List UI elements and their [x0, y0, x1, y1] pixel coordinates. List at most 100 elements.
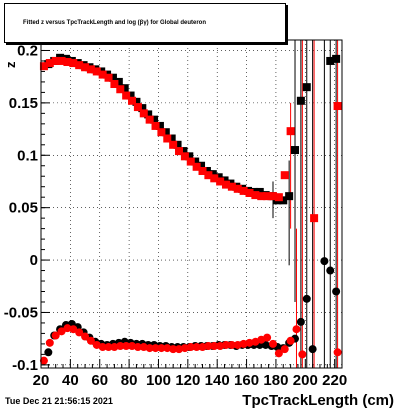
- chart-title-box: Fitted z versus TpcTrackLength and log (…: [4, 3, 286, 43]
- square-marker: [280, 171, 289, 180]
- circle-marker: [333, 348, 342, 357]
- circle-marker: [116, 341, 125, 350]
- x-tick-label: 20: [33, 372, 50, 389]
- square-marker: [51, 56, 60, 65]
- square-marker: [333, 102, 342, 111]
- circle-marker: [122, 341, 131, 350]
- square-marker: [251, 191, 260, 200]
- square-marker: [191, 157, 200, 166]
- square-marker: [268, 192, 277, 201]
- axis-ticks: [40, 49, 343, 368]
- square-marker: [161, 128, 170, 137]
- square-marker: [98, 70, 107, 79]
- circle-marker: [320, 257, 329, 266]
- circle-marker: [274, 349, 283, 358]
- timestamp-footer: Tue Dec 21 21:56:15 2021: [5, 396, 113, 406]
- y-tick-label: 0.05: [9, 200, 38, 217]
- y-tick-label: 0: [30, 252, 38, 269]
- x-tick-label: 80: [121, 372, 138, 389]
- square-marker: [114, 77, 123, 86]
- square-marker: [86, 65, 95, 74]
- square-marker: [144, 110, 153, 119]
- square-marker: [227, 182, 236, 191]
- square-marker: [157, 128, 166, 137]
- circle-marker: [98, 343, 107, 352]
- square-marker: [108, 73, 117, 82]
- x-tick-label: 60: [91, 372, 108, 389]
- circle-marker: [39, 356, 48, 365]
- square-marker: [138, 104, 147, 113]
- circle-marker: [45, 338, 54, 347]
- square-marker: [173, 140, 182, 149]
- square-marker: [145, 115, 154, 124]
- circle-marker: [169, 345, 178, 354]
- square-marker: [120, 84, 129, 93]
- circle-marker: [81, 332, 90, 341]
- square-marker: [175, 147, 184, 156]
- circle-marker: [192, 343, 201, 352]
- circle-marker: [151, 344, 160, 353]
- circle-marker: [263, 333, 272, 342]
- x-tick-label: 180: [263, 372, 288, 389]
- square-marker: [81, 63, 90, 72]
- square-marker: [285, 192, 294, 201]
- square-marker: [110, 80, 119, 89]
- circle-marker: [227, 340, 236, 349]
- square-marker: [69, 59, 78, 68]
- square-marker: [255, 187, 264, 196]
- square-marker: [45, 59, 54, 68]
- square-marker: [169, 140, 178, 149]
- square-marker: [155, 121, 164, 130]
- x-tick-label: 200: [293, 372, 318, 389]
- square-marker: [104, 73, 113, 82]
- square-marker: [274, 193, 283, 202]
- square-marker: [245, 188, 254, 197]
- square-marker: [57, 56, 66, 65]
- circle-marker: [157, 344, 166, 353]
- square-marker: [185, 152, 194, 161]
- square-marker: [150, 115, 159, 124]
- square-marker: [179, 147, 188, 156]
- square-marker: [233, 184, 242, 193]
- square-marker: [132, 97, 141, 106]
- y-axis-title: z: [3, 61, 18, 69]
- square-marker: [332, 54, 341, 63]
- square-marker: [167, 134, 176, 143]
- square-marker: [180, 152, 189, 161]
- square-marker: [216, 177, 225, 186]
- square-marker: [326, 56, 335, 65]
- square-marker: [220, 176, 229, 185]
- circle-marker: [210, 341, 219, 350]
- circle-marker: [75, 328, 84, 337]
- circle-marker: [332, 287, 341, 296]
- circle-marker: [57, 327, 66, 336]
- circle-marker: [204, 341, 213, 350]
- circle-marker: [296, 317, 305, 326]
- circle-marker: [292, 325, 301, 334]
- square-marker: [214, 173, 223, 182]
- square-marker: [310, 214, 319, 223]
- square-marker: [63, 58, 72, 67]
- square-marker: [204, 171, 213, 180]
- square-marker: [139, 109, 148, 118]
- circle-marker: [51, 331, 60, 340]
- square-marker: [128, 96, 137, 105]
- circle-marker: [86, 336, 95, 345]
- circle-marker: [280, 345, 289, 354]
- square-marker: [263, 192, 272, 201]
- axis-tick-labels: 20 40 60 80 100 120 140 160 180 200 220 -0.1 -0.05 0 0…: [4, 42, 347, 389]
- square-marker: [291, 146, 300, 155]
- circle-marker: [286, 336, 295, 345]
- circle-marker: [326, 266, 335, 275]
- square-marker: [302, 83, 311, 92]
- circle-marker: [308, 345, 317, 354]
- square-marker: [126, 91, 135, 100]
- circle-marker: [186, 343, 195, 352]
- x-tick-label: 100: [146, 372, 171, 389]
- circle-marker: [145, 344, 154, 353]
- square-marker: [192, 162, 201, 171]
- square-marker: [163, 134, 172, 143]
- square-marker: [222, 180, 231, 189]
- square-marker: [186, 157, 195, 166]
- x-tick-label: 40: [62, 372, 79, 389]
